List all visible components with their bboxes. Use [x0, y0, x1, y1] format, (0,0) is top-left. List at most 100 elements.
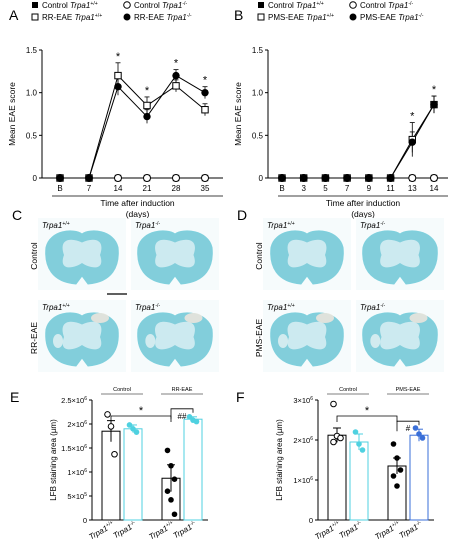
data-point	[172, 174, 180, 182]
tick-exponent: 6	[84, 396, 87, 402]
x-tick-label: 14	[430, 184, 439, 193]
data-point	[56, 174, 64, 182]
x-tick-label: 5	[323, 184, 328, 193]
data-point	[412, 425, 419, 431]
gene-name: Trpa1	[162, 1, 182, 10]
tick-exponent: 6	[84, 420, 87, 426]
legend-marker-open-circle	[123, 1, 131, 9]
gene-name: Trpa1	[74, 13, 94, 22]
genotype-label: Trpa1+/+	[42, 221, 70, 230]
tick-exponent: 6	[310, 396, 313, 402]
genotype-superscript: +/+	[105, 520, 115, 529]
spinal-cord-section	[137, 312, 213, 367]
y-axis-title: LFB staining area (µm)	[49, 419, 58, 501]
tick-exponent: 6	[310, 476, 313, 482]
y-axis-title: LFB staining area (µm)	[275, 419, 284, 501]
grey-matter	[380, 321, 420, 350]
grey-matter	[287, 239, 327, 268]
label-prefix: Control	[268, 1, 296, 10]
significance-marker: *	[174, 58, 179, 70]
row-label-pms-eae: PMS-EAE	[254, 319, 264, 358]
data-point	[386, 174, 395, 182]
x-tick-label: 21	[143, 184, 152, 193]
demyelinated-lesion	[409, 313, 428, 323]
spinal-cord-section	[137, 230, 213, 285]
demyelinated-lesion	[91, 313, 109, 323]
data-point	[164, 488, 171, 495]
bar	[409, 434, 429, 521]
legend-label: RR-EAE Trpa1-/-	[134, 13, 192, 22]
tick-exponent: 6	[310, 436, 313, 442]
label-prefix: PMS-EAE	[360, 13, 398, 22]
x-tick-label: 14	[114, 184, 123, 193]
data-point	[430, 174, 438, 182]
y-tick-label: 1×106	[67, 468, 87, 477]
significance-bracket	[336, 415, 398, 422]
gene-name: Trpa1	[42, 221, 62, 230]
y-tick-label: 3×106	[293, 396, 313, 405]
bar	[327, 434, 347, 521]
label-prefix: Control	[134, 1, 162, 10]
genotype-superscript: +/+	[287, 303, 295, 309]
genotype-superscript: +/+	[391, 520, 401, 529]
legend-marker-open-square	[257, 13, 265, 21]
y-tick-label: 0	[83, 516, 87, 525]
y-tick-label: 2.5×106	[61, 396, 87, 405]
gene-name: Trpa1	[296, 1, 316, 10]
tick-exponent: 6	[84, 444, 87, 450]
tick-base: 1×10	[293, 476, 310, 485]
data-point	[172, 82, 180, 90]
demyelinated-lesion	[184, 313, 203, 323]
data-point	[171, 476, 178, 483]
legend-marker-filled-circle	[123, 13, 131, 21]
genotype-superscript: +/+	[95, 13, 103, 19]
y-tick-label: 2×106	[293, 436, 313, 445]
gene-name: Trpa1	[388, 1, 408, 10]
x-axis-subtitle: (days)	[351, 209, 375, 219]
data-point	[416, 431, 422, 437]
y-tick-label: 1.0	[252, 89, 264, 98]
data-point	[114, 174, 122, 182]
bar	[349, 441, 369, 521]
grey-matter	[380, 239, 420, 268]
data-point	[104, 411, 111, 418]
tick-base: 1.5×10	[61, 444, 84, 453]
data-point	[356, 441, 362, 447]
data-point	[114, 71, 122, 80]
bar	[101, 430, 121, 521]
data-point	[394, 455, 400, 461]
significance-marker: *	[432, 84, 437, 96]
bar-category-label: Trpa1-/-	[112, 520, 139, 541]
genotype-label: Trpa1+/+	[267, 303, 295, 312]
gene-name: Trpa1	[306, 13, 326, 22]
bar-category-label: Trpa1+/+	[147, 520, 176, 542]
y-tick-label: 0	[309, 516, 313, 525]
label-prefix: RR-EAE	[134, 13, 166, 22]
bar	[183, 418, 203, 521]
data-point	[143, 101, 151, 110]
genotype-superscript: -/-	[419, 13, 424, 19]
data-point	[172, 71, 180, 80]
data-point	[143, 174, 151, 182]
spinal-cord-section	[362, 312, 438, 367]
significance-bracket	[170, 408, 194, 419]
data-point	[193, 418, 200, 425]
gene-name: Trpa1	[267, 221, 287, 230]
genotype-label: Trpa1-/-	[135, 303, 160, 312]
panel-letter-C: C	[12, 207, 22, 223]
tick-exponent: 6	[84, 468, 87, 474]
data-point	[171, 511, 178, 518]
grey-matter	[155, 239, 195, 268]
tick-base: 1×10	[67, 468, 84, 477]
data-point	[419, 435, 426, 441]
data-point	[330, 438, 337, 446]
series-line	[60, 74, 206, 179]
data-point	[394, 483, 400, 489]
bar-category-label: Trpa1+/+	[87, 520, 116, 542]
genotype-superscript: -/-	[182, 1, 187, 7]
label-prefix: Control	[42, 1, 70, 10]
legend-marker-filled-square	[258, 2, 264, 8]
demyelinated-lesion	[278, 334, 288, 348]
x-tick-label: 35	[201, 184, 210, 193]
